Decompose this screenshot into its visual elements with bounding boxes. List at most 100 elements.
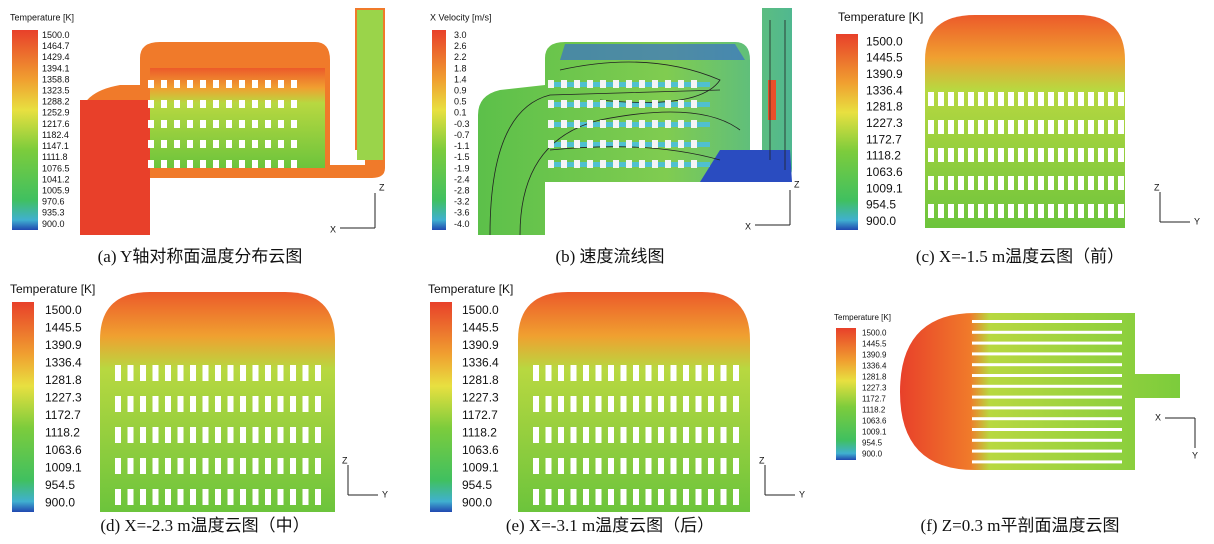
slot xyxy=(600,100,606,108)
legend-label: 1252.9 xyxy=(42,108,70,118)
slot xyxy=(626,100,632,108)
slot xyxy=(265,120,271,128)
slot xyxy=(161,160,167,168)
legend-label: -3.6 xyxy=(454,208,470,218)
slot xyxy=(626,160,632,168)
slot xyxy=(187,100,193,108)
legend-label: 1009.1 xyxy=(462,460,499,474)
legend-label: 1281.8 xyxy=(866,100,903,114)
slot xyxy=(639,160,645,168)
slot xyxy=(938,176,944,190)
slot xyxy=(561,140,567,148)
slot xyxy=(315,396,321,412)
slot xyxy=(696,365,702,381)
slot xyxy=(678,100,684,108)
slot xyxy=(733,365,739,381)
slot xyxy=(239,140,245,148)
slot xyxy=(303,365,309,381)
slot xyxy=(215,489,221,505)
legend-label: 0.9 xyxy=(454,85,467,95)
slot xyxy=(1108,120,1114,134)
slot xyxy=(1088,176,1094,190)
slot xyxy=(998,204,1004,218)
slot xyxy=(721,427,727,443)
slot xyxy=(226,160,232,168)
slot xyxy=(548,160,554,168)
legend-title: X Velocity [m/s] xyxy=(430,12,492,22)
slot xyxy=(203,396,209,412)
legend-label: 1281.8 xyxy=(862,373,887,382)
slot xyxy=(633,489,639,505)
slot xyxy=(721,365,727,381)
legend-label: 1227.3 xyxy=(862,384,887,393)
caption: (f) Z=0.3 m平剖面温度云图 xyxy=(921,516,1120,535)
colorbar xyxy=(12,302,34,512)
legend-label: -3.2 xyxy=(454,197,470,207)
slot xyxy=(972,450,1122,453)
slot xyxy=(252,140,258,148)
slot xyxy=(1018,120,1024,134)
slot xyxy=(968,92,974,106)
legend-label: 1063.6 xyxy=(462,443,499,457)
slot xyxy=(583,489,589,505)
slot xyxy=(161,140,167,148)
slot xyxy=(228,458,234,474)
slot xyxy=(683,396,689,412)
slot xyxy=(1088,92,1094,106)
legend-label: 900.0 xyxy=(862,450,883,459)
slot xyxy=(621,489,627,505)
slot xyxy=(161,80,167,88)
legend-label: 1464.7 xyxy=(42,41,70,51)
slot xyxy=(153,458,159,474)
legend-label: 1182.4 xyxy=(42,130,69,140)
slot xyxy=(190,365,196,381)
legend-label: 1336.4 xyxy=(862,362,887,371)
legend-label: 1445.5 xyxy=(862,340,887,349)
slot xyxy=(600,80,606,88)
slot xyxy=(1068,176,1074,190)
slot xyxy=(252,80,258,88)
slot xyxy=(1058,204,1064,218)
caption: (e) X=-3.1 m温度云图（后） xyxy=(506,516,714,535)
legend-label: 1358.8 xyxy=(42,74,70,84)
slot xyxy=(998,148,1004,162)
slot xyxy=(253,396,259,412)
slot xyxy=(678,160,684,168)
legend-label: 1500.0 xyxy=(862,329,887,338)
legend-label: 1445.5 xyxy=(45,320,82,334)
slot xyxy=(174,120,180,128)
legend-label: 1336.4 xyxy=(45,355,82,369)
slot xyxy=(665,100,671,108)
slot xyxy=(253,365,259,381)
slot xyxy=(115,489,121,505)
slot xyxy=(646,365,652,381)
slot xyxy=(140,365,146,381)
slot xyxy=(174,140,180,148)
slot xyxy=(165,489,171,505)
slot xyxy=(315,365,321,381)
slot xyxy=(938,120,944,134)
legend-label: -0.7 xyxy=(454,130,470,140)
slot xyxy=(1118,92,1124,106)
slot xyxy=(1058,120,1064,134)
colorbar xyxy=(432,30,446,230)
chimney xyxy=(357,10,383,160)
slot xyxy=(1108,204,1114,218)
slot xyxy=(928,148,934,162)
legend-label: 1118.2 xyxy=(862,406,886,415)
slot xyxy=(1078,148,1084,162)
slot xyxy=(600,140,606,148)
slot xyxy=(574,120,580,128)
slot xyxy=(228,489,234,505)
slot xyxy=(583,396,589,412)
axis-label: Z xyxy=(759,455,765,465)
slot xyxy=(571,427,577,443)
slot xyxy=(115,365,121,381)
legend-label: 1390.9 xyxy=(866,67,903,81)
slot xyxy=(1048,204,1054,218)
caption: (c) X=-1.5 m温度云图（前） xyxy=(916,247,1124,266)
slot xyxy=(190,427,196,443)
axis-label: X xyxy=(1155,412,1161,422)
slot xyxy=(291,80,297,88)
slot xyxy=(958,176,964,190)
